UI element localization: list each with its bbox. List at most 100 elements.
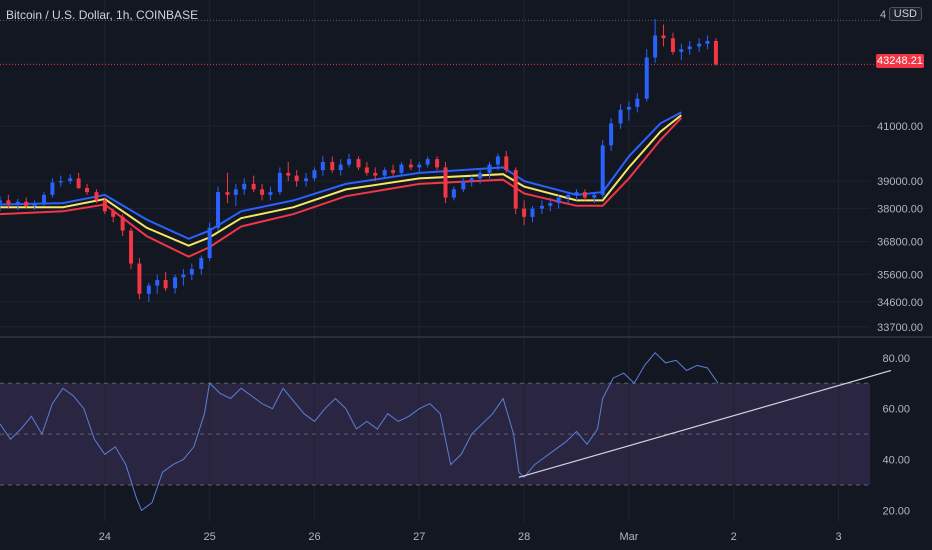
candle-body [582,192,587,198]
candle-body [163,280,168,289]
candle-body [522,208,527,217]
candle-body [94,192,99,201]
price-tick-label: 35600.00 [877,270,923,282]
candle-body [85,187,89,193]
candle-body [687,46,692,50]
price-tick-label: 38000.00 [877,204,923,216]
candle-body [626,106,631,110]
candle-body [679,49,684,52]
candle-body [58,181,63,183]
price-tick-label: 34600.00 [877,297,923,309]
candle-body [277,172,282,193]
candle-body [713,40,718,65]
candle-body [705,40,710,44]
candle-body [556,197,561,204]
candle-body [539,205,544,209]
candle-body [146,285,151,294]
candle-body [24,201,29,206]
candle-body [495,156,500,165]
candle-body [592,194,597,198]
candle-body [102,200,107,212]
candle-body [670,38,675,52]
x-tick-label: 3 [835,531,841,543]
candle-body [530,208,535,217]
candle-body [504,156,509,171]
candle-body [242,183,247,190]
rsi-tick-label: 60.00 [882,404,910,416]
rsi-trendline [518,369,892,478]
candle-body [443,167,448,198]
candle-body [129,230,134,264]
candle-body [399,164,404,173]
x-tick-label: 27 [413,531,425,543]
rsi-tick-label: 80.00 [882,353,910,365]
candle-body [653,35,658,58]
candle-body [548,203,553,206]
candle-body [609,123,614,146]
candle-body [435,159,440,168]
candle-body [364,167,369,173]
candle-body [574,192,579,195]
candle-body [207,227,212,259]
x-tick-label: 25 [204,531,216,543]
candle-body [451,189,456,198]
candle-body [600,145,605,195]
candle-body [566,194,571,198]
candle-body [618,109,623,124]
candle-body [155,280,160,286]
candle-body [268,192,273,195]
candle-body [469,178,474,182]
candle-body [32,203,37,206]
chart-title: Bitcoin / U.S. Dollar, 1h, COINBASE [6,8,199,22]
candle-body [251,183,256,190]
currency-button[interactable]: USD [888,7,922,21]
candle-body [181,274,186,278]
price-tick-label: 36800.00 [877,237,923,249]
candle-body [356,159,361,168]
ema-line-red [0,117,683,258]
price-tick-label: 33700.00 [877,322,923,334]
price-tick-label: 39000.00 [877,176,923,188]
candle-body [425,159,430,165]
candle-body [391,170,396,173]
candle-body [697,43,702,47]
candle-body [50,182,55,195]
candle-body [513,170,518,209]
ema-line-yellow [0,114,682,247]
candle-body [76,178,81,188]
candle-body [294,175,299,182]
x-tick-label: 24 [99,531,111,543]
candle-body [635,98,640,107]
candle-body [42,194,47,204]
candle-body [382,170,387,176]
candle-body [260,189,265,195]
ema-line-blue [0,111,682,240]
candle-body [644,57,649,99]
rsi-line [0,351,719,512]
candle-body [68,178,73,182]
price-tick-label: 41000.00 [877,121,923,133]
x-tick-label: 28 [518,531,530,543]
candle-body [330,161,335,171]
candle-body [478,172,483,179]
candle-body [15,201,20,205]
candle-body [0,200,2,204]
candle-body [408,164,413,168]
x-tick-label: 2 [731,531,737,543]
candle-body [661,35,666,39]
candle-body [189,269,194,275]
candle-body [173,277,178,289]
candle-body [137,263,142,294]
candle-body [461,181,466,190]
rsi-tick-label: 20.00 [882,505,910,517]
candle-body [120,216,125,231]
candle-body [338,164,343,171]
candle-body [487,164,492,173]
last-price-label: 43248.21 [876,54,924,68]
candle-body [216,192,221,228]
x-tick-label: Mar [619,531,638,543]
price-tick-label: 4 [880,9,886,21]
candle-body [6,200,11,205]
candle-body [417,164,422,168]
